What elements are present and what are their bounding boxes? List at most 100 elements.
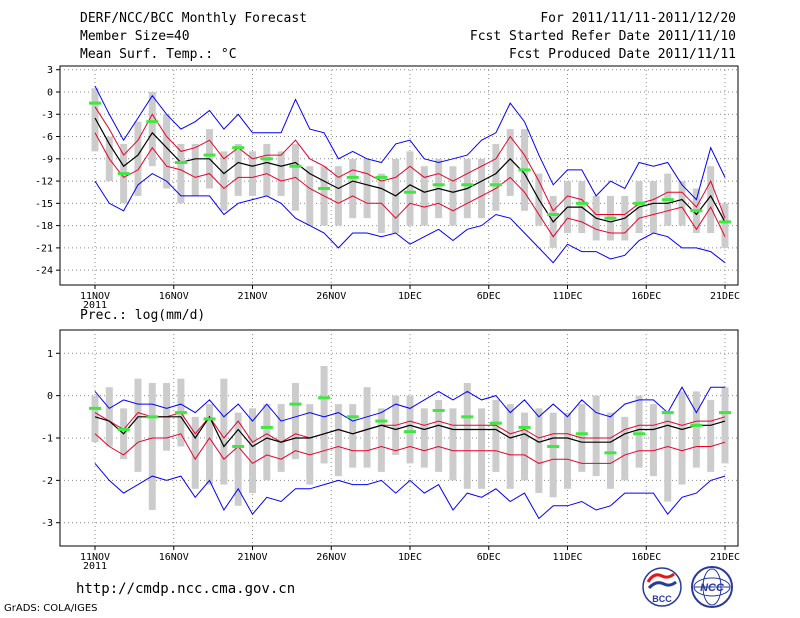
climatology-marker [633,432,646,436]
y-tick-label: -21 [35,243,53,254]
x-tick-label: 16NOV [159,291,189,302]
y-tick-label: -15 [35,199,53,210]
climatology-marker [547,444,560,448]
x-year-label: 2011 [83,561,107,572]
series-upper-line [94,412,726,443]
spread-box [692,391,700,468]
spread-box [277,151,285,196]
climatology-marker [690,423,703,427]
climatology-marker [260,157,273,161]
y-tick-label: -18 [35,221,53,232]
spread-box [649,404,657,477]
spread-box [249,151,256,196]
spread-box [206,404,214,485]
forecast-start-date: Fcst Started Refer Date 2011/11/10 [469,29,736,44]
climatology-marker [518,168,531,172]
spread-box [220,378,228,485]
x-tick-label: 6DEC [477,291,501,302]
climatology-marker [575,201,588,205]
spread-box [377,408,385,472]
spread-box [435,399,443,472]
spread-box [363,387,371,468]
x-tick-label: 1DEC [398,291,422,302]
series-min-line [94,463,726,520]
y-tick-label: -6 [41,132,53,143]
member-size: Member Size=40 [80,29,190,44]
spread-box [234,412,242,506]
y-tick-label: -9 [41,154,53,165]
spread-box [463,382,471,489]
bcc-logo-icon: BCC [642,567,682,607]
climatology-marker [489,183,502,187]
spread-box [349,158,357,219]
x-tick-label: 16NOV [159,552,189,563]
series-mean-line [94,415,726,448]
spread-box [521,412,529,481]
variable-label: Mean Surf. Temp.: °C [80,47,237,62]
chart-title: DERF/NCC/BCC Monthly Forecast [80,11,307,26]
climatology-marker [633,201,646,205]
spread-box [263,404,271,481]
x-tick-label: 11NOV [80,291,110,302]
climatology-marker [719,411,731,415]
climatology-marker [661,411,674,415]
ncc-logo-icon: NCC [691,566,733,608]
climatology-marker [203,153,216,157]
panel-temperature: 11NOV 16NOV 21NOV 26NOV 1DEC 6DEC 11DEC 16DEC 21… [35,65,740,311]
spread-box [263,143,271,196]
logos: BCC NCC [642,566,733,608]
y-tick-label: 1 [47,349,53,360]
source-url[interactable]: http://cmdp.ncc.cma.gov.cn [76,581,296,597]
spread-box [420,408,428,468]
climatology-marker [518,425,531,429]
x-tick-label: 16DEC [631,291,661,302]
climatology-marker [432,183,445,187]
y-tick-label: -3 [41,518,53,529]
spread-box [449,408,457,481]
spread-box [492,399,500,472]
climatology-marker [719,220,731,224]
spread-box [406,395,414,464]
spread-box [535,408,543,494]
climatology-marker [547,212,560,216]
climatology-marker [318,186,331,190]
climatology-marker [461,183,474,187]
spread-box [349,404,357,468]
spread-box [163,114,171,189]
y-tick-label: -3 [41,110,53,121]
prec-title: Prec.: log(mm/d) [80,308,206,323]
x-tick-label: 16DEC [631,552,661,563]
climatology-marker [232,444,245,448]
x-tick-label: 6DEC [477,552,501,563]
climatology-marker [432,408,445,412]
climatology-marker [232,146,245,150]
climatology-marker [404,430,416,434]
spread-box [134,378,142,472]
forecast-period: For 2011/11/11-2011/12/20 [540,11,736,26]
series-min-line [94,173,726,264]
climatology-marker [461,415,474,419]
x-year-label: 2011 [83,300,107,311]
x-tick-label: 26NOV [316,552,346,563]
spread-box [191,143,199,196]
spread-box [148,382,156,510]
spread-box [91,88,99,152]
climatology-marker [375,175,388,179]
spread-box [549,412,557,498]
spread-box [478,408,486,489]
spread-box [678,391,686,485]
spread-box [649,181,657,234]
climatology-marker [346,175,359,179]
spread-box [621,416,629,481]
climatology-marker [89,406,101,410]
spread-box [721,387,729,464]
x-tick-label: 21DEC [710,291,740,302]
y-tick-label: -1 [41,434,53,445]
climatology-marker [289,164,302,168]
y-tick-label: 0 [47,391,53,402]
climatology-marker [346,415,359,419]
spread-box [320,366,328,464]
spread-box [721,203,729,248]
climatology-marker [690,209,703,213]
